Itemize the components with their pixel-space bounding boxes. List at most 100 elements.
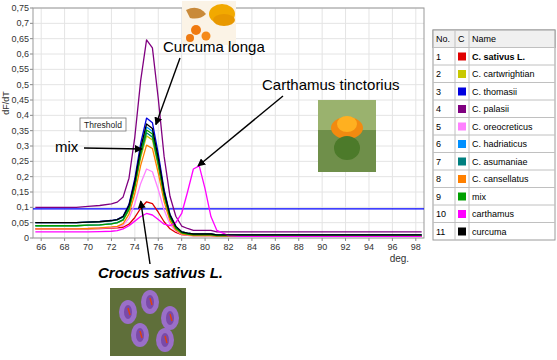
annotation-arrow [198,96,283,166]
legend-name: carthamus [472,209,515,219]
tick-label-x: 72 [106,242,116,252]
tick-label-y: 0,15 [11,187,29,197]
tick-label-x: 66 [36,242,46,252]
grid-line-y [33,207,424,208]
tick-label-y: 0,25 [11,156,29,166]
legend-number: 6 [436,139,441,149]
legend: No.CName1C. sativus L.2C. cartwrightian3… [433,30,555,240]
grid-line-x [158,8,159,238]
photo-petals [337,116,357,132]
photo-petal [119,300,137,324]
photo-stigma [128,308,130,315]
grid-line-x [41,8,42,238]
series-line [35,40,421,232]
tick-label-y: 0,75 [11,3,29,13]
annotation-text: mix [55,138,79,155]
legend-swatch [458,70,466,78]
annotation-arrow [141,201,150,264]
threshold-label: Threshold [84,120,122,130]
photo-crocus [110,288,186,356]
tick-label-x: 90 [317,242,327,252]
tick-label-y: 0,35 [11,126,29,136]
photo-petal-inner [146,295,154,309]
legend-header-bg [433,30,555,48]
photo-stigma [150,298,152,305]
tick-label-x: 98 [411,242,421,252]
x-axis-label: deg. [390,253,409,264]
legend-name: C. hadriaticus [472,139,528,149]
legend-number: 7 [436,157,441,167]
annotations: Curcuma longamixCarthamus tinctoriusCroc… [55,38,400,281]
tick-label-x: 84 [247,242,257,252]
tick-label-x: 80 [200,242,210,252]
threshold-line [33,208,424,209]
tick-label-y: 0,05 [11,218,29,228]
legend-swatch [458,175,466,183]
legend-swatch [458,228,466,236]
threshold-label-box: Threshold [80,118,126,131]
legend-name: C. asumaniae [472,157,528,167]
series-line [35,169,421,236]
legend-row-line [433,222,555,223]
legend-name: C. thomasii [472,87,517,97]
tick-label-x: 76 [153,242,163,252]
plot-frame [33,8,424,238]
legend-number: 3 [436,87,441,97]
legend-frame [433,30,555,240]
legend-swatch [458,105,466,113]
series-line [35,133,421,235]
photo-petal [161,306,179,330]
legend-row-line [433,117,555,118]
legend-swatch [458,193,466,201]
plot-background [33,8,424,238]
grid-line-x [298,8,299,238]
legend-number: 2 [436,69,441,79]
photo-petal-inner [124,305,132,319]
series-line [35,166,421,237]
tick-label-x: 78 [177,242,187,252]
tick-label-x: 92 [341,242,351,252]
grid-line-y [33,192,424,193]
legend-name: C. oreocreticus [472,122,533,132]
photo-petal-inner [166,311,174,325]
tick-label-x: 74 [130,242,140,252]
series-group [33,40,424,237]
photo-root [186,8,206,19]
photo-slice [191,25,201,35]
chart: 666870727476788082848688909294969800,050… [0,0,557,360]
grid-line-y [33,69,424,70]
legend-name: C. sativus L. [472,52,525,62]
legend-row-line [433,135,555,136]
photo-bud [334,136,360,160]
legend-name: C. palasii [472,104,509,114]
legend-swatch [458,210,466,218]
tick-label-x: 88 [294,242,304,252]
y-axis-label: dF/dT [1,91,11,115]
legend-row-line [433,100,555,101]
tick-label-y: 0,4 [16,110,29,120]
legend-swatch [458,158,466,166]
legend-number: 10 [436,209,446,219]
tick-label-x: 94 [364,242,374,252]
tick-label-y: 0,65 [11,34,29,44]
legend-name: C. cansellatus [472,174,529,184]
legend-row-line [433,47,555,48]
photo-petal-inner [161,333,169,347]
legend-header: C [458,34,465,44]
legend-swatch [458,53,466,61]
legend-row-line [433,152,555,153]
tick-label-y: 0,2 [16,172,29,182]
legend-name: curcuma [472,227,507,237]
tick-label-x: 86 [270,242,280,252]
legend-swatch [458,140,466,148]
legend-number: 5 [436,122,441,132]
tick-label-y: 0,5 [16,80,29,90]
tick-label-y: 0,6 [16,49,29,59]
tick-label-y: 0,3 [16,141,29,151]
series-line [35,136,421,236]
legend-row-line [433,187,555,188]
tick-label-y: 0,1 [16,202,29,212]
annotation-text: Curcuma longa [163,38,265,55]
tick-label-y: 0,45 [11,95,29,105]
annotation-text: Crocus sativus L. [98,264,223,281]
